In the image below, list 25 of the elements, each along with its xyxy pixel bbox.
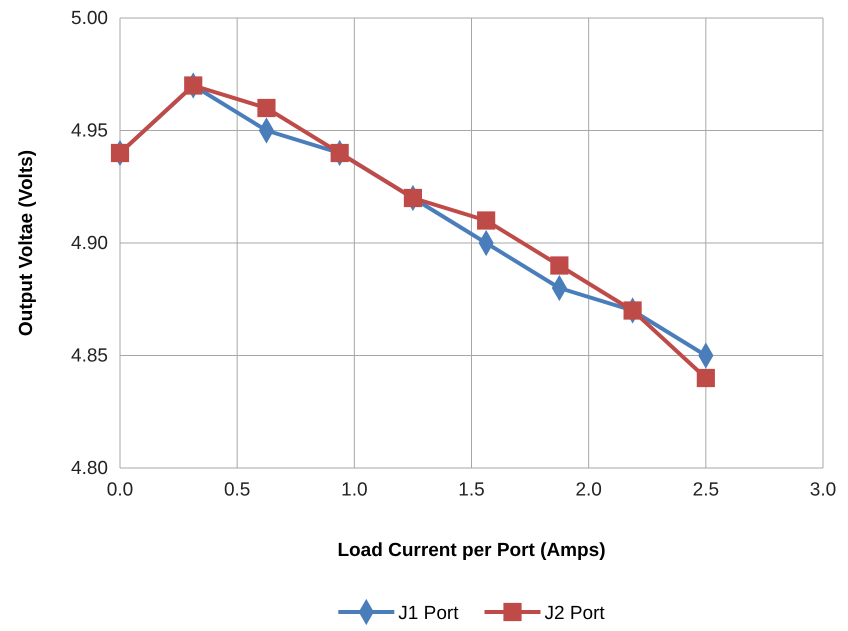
point [404, 188, 422, 208]
x-tick-label: 0.5 [224, 479, 250, 500]
x-tick-label: 3.0 [810, 479, 836, 500]
x-tick-label: 2.0 [575, 479, 602, 500]
point [330, 144, 349, 162]
x-tick-label: 1.0 [341, 479, 368, 500]
y-tick-label: 4.80 [71, 458, 108, 480]
point [624, 301, 642, 320]
point [184, 76, 202, 95]
legend-label: J1 Port [398, 603, 460, 624]
point [696, 368, 715, 388]
y-tick-label: 5.00 [71, 8, 108, 30]
y-tick-label: 4.90 [71, 233, 108, 254]
y-tick-label: 4.85 [71, 346, 108, 367]
point [257, 98, 276, 118]
point [110, 144, 130, 162]
point [477, 211, 496, 230]
x-axis-title: Load Current per Port (Amps) [337, 540, 606, 561]
y-axis-title: Output Voltae (Volts) [16, 150, 37, 336]
legend-label: J2 Port [544, 603, 606, 624]
point [550, 256, 568, 275]
y-tick-label: 4.95 [71, 120, 108, 142]
x-tick-label: 0.0 [106, 479, 134, 500]
x-tick-label: 1.5 [458, 479, 485, 500]
x-tick-label: 2.5 [692, 479, 720, 500]
